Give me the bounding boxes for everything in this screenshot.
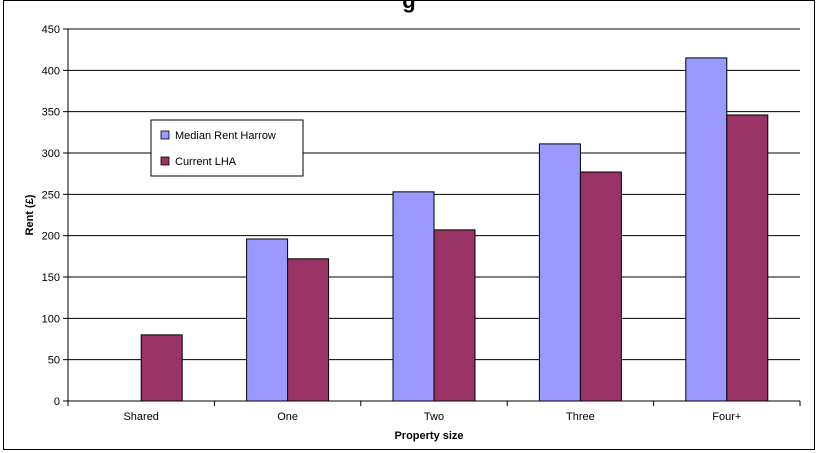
bars [140,57,769,402]
legend-box [150,119,304,177]
legend: Median Rent Harrow Current LHA [150,119,304,177]
y-axis-label: Rent (£) [24,194,36,235]
bar-median-rent-one [246,238,289,402]
legend-swatch-median-rent [160,130,170,140]
bar-chart: 0 50 100 150 200 250 300 350 400 450 Shared One Two… [24,24,801,442]
x-tick-label: Two [424,411,444,423]
y-tick-label: 200 [42,231,60,243]
y-tick-label: 300 [42,148,60,160]
y-tick-label: 400 [42,65,60,77]
chart-title: g [402,0,416,13]
bar-current-lha-two [433,229,476,402]
x-tick-label: Shared [123,411,158,423]
legend-swatch-current-lha [160,156,170,166]
x-tick-label: Three [566,411,595,423]
legend-label-current-lha: Current LHA [175,156,237,168]
x-ticks: Shared One Two Three Four+ [67,401,801,423]
bar-median-rent-three [538,143,581,402]
y-tick-label: 450 [42,24,60,36]
y-tick-label: 150 [42,272,60,284]
bar-current-lha-three [579,171,622,402]
x-axis-label: Property size [394,430,463,442]
y-tick-label: 350 [42,107,60,119]
bar-median-rent-two [392,191,435,402]
legend-label-median-rent: Median Rent Harrow [175,130,276,142]
x-tick-label: Four+ [712,411,741,423]
bar-current-lha-one [287,258,330,402]
bar-median-rent-four [685,57,728,402]
x-tick-label: One [277,411,298,423]
axes [67,29,800,402]
y-tick-label: 0 [54,396,60,408]
chart-frame: g 0 50 100 150 200 250 300 350 400 450 Shared One T… [3,0,815,450]
y-tick-label: 50 [48,355,60,367]
bar-current-lha-four [726,114,769,402]
y-tick-label: 100 [42,313,60,325]
y-tick-label: 250 [42,189,60,201]
y-ticks: 0 50 100 150 200 250 300 350 400 450 [42,24,68,408]
bar-current-lha-shared [140,334,183,402]
